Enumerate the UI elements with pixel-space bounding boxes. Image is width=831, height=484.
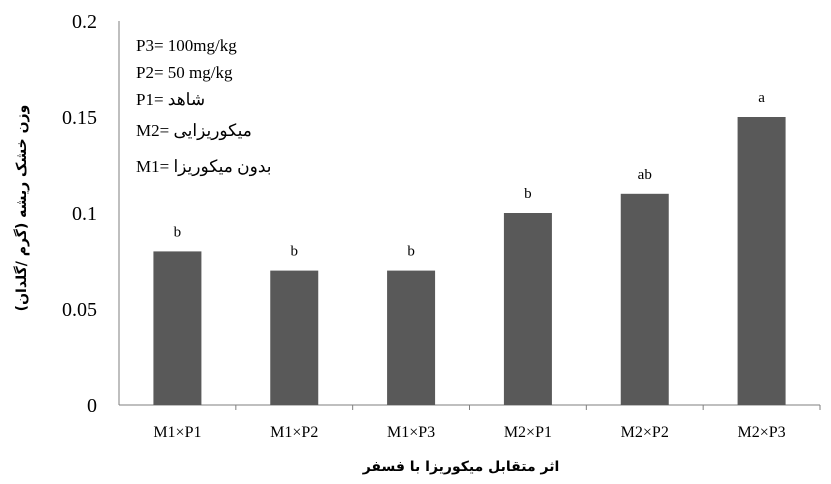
note-p1: P1= شاهد bbox=[136, 90, 205, 109]
bar bbox=[387, 270, 436, 405]
y-tick-label: 0.15 bbox=[62, 107, 97, 129]
note-p3: P3= 100mg/kg bbox=[136, 36, 237, 55]
note-p2: P2= 50 mg/kg bbox=[136, 63, 233, 82]
note-m1: M1= بدون میکوریزا bbox=[136, 157, 272, 177]
x-tick-label: M1×P2 bbox=[270, 424, 318, 441]
x-tick-label: M1×P3 bbox=[387, 424, 435, 441]
x-axis-ticks: M1×P1 M1×P2 M1×P3 M2×P1 M2×P2 M2×P3 bbox=[153, 405, 821, 441]
significance-letter: ab bbox=[638, 167, 652, 183]
note-m2: M2= میکوریزایی bbox=[136, 121, 252, 141]
x-tick-label: M2×P2 bbox=[621, 424, 669, 441]
x-tick-label: M2×P1 bbox=[504, 424, 552, 441]
significance-letter: b bbox=[524, 186, 532, 202]
y-tick-label: 0.1 bbox=[72, 203, 97, 225]
y-tick-label: 0 bbox=[87, 395, 97, 417]
y-tick-label: 0.2 bbox=[72, 11, 97, 33]
significance-letter: a bbox=[758, 90, 765, 106]
bar bbox=[503, 213, 552, 405]
bar bbox=[153, 251, 202, 405]
significance-letter: b bbox=[174, 224, 182, 240]
bar bbox=[270, 270, 319, 405]
y-axis-ticks: 0 0.05 0.1 0.15 0.2 bbox=[62, 11, 97, 417]
significance-letter: b bbox=[407, 244, 415, 260]
bar bbox=[737, 117, 786, 405]
bars-group: b b b b ab a bbox=[153, 90, 786, 405]
x-tick-label: M1×P1 bbox=[153, 424, 201, 441]
y-axis-title: وزن خشک ریشه (گرم /گلدان) bbox=[13, 105, 30, 312]
x-axis-title: اثر متقابل میکوریزا با فسفر bbox=[362, 459, 560, 475]
bar bbox=[620, 193, 669, 405]
legend-notes: P3= 100mg/kg P2= 50 mg/kg P1= شاهد M2= م… bbox=[136, 36, 272, 177]
y-tick-label: 0.05 bbox=[62, 299, 97, 321]
significance-letter: b bbox=[291, 244, 299, 260]
x-tick-label: M2×P3 bbox=[738, 424, 786, 441]
